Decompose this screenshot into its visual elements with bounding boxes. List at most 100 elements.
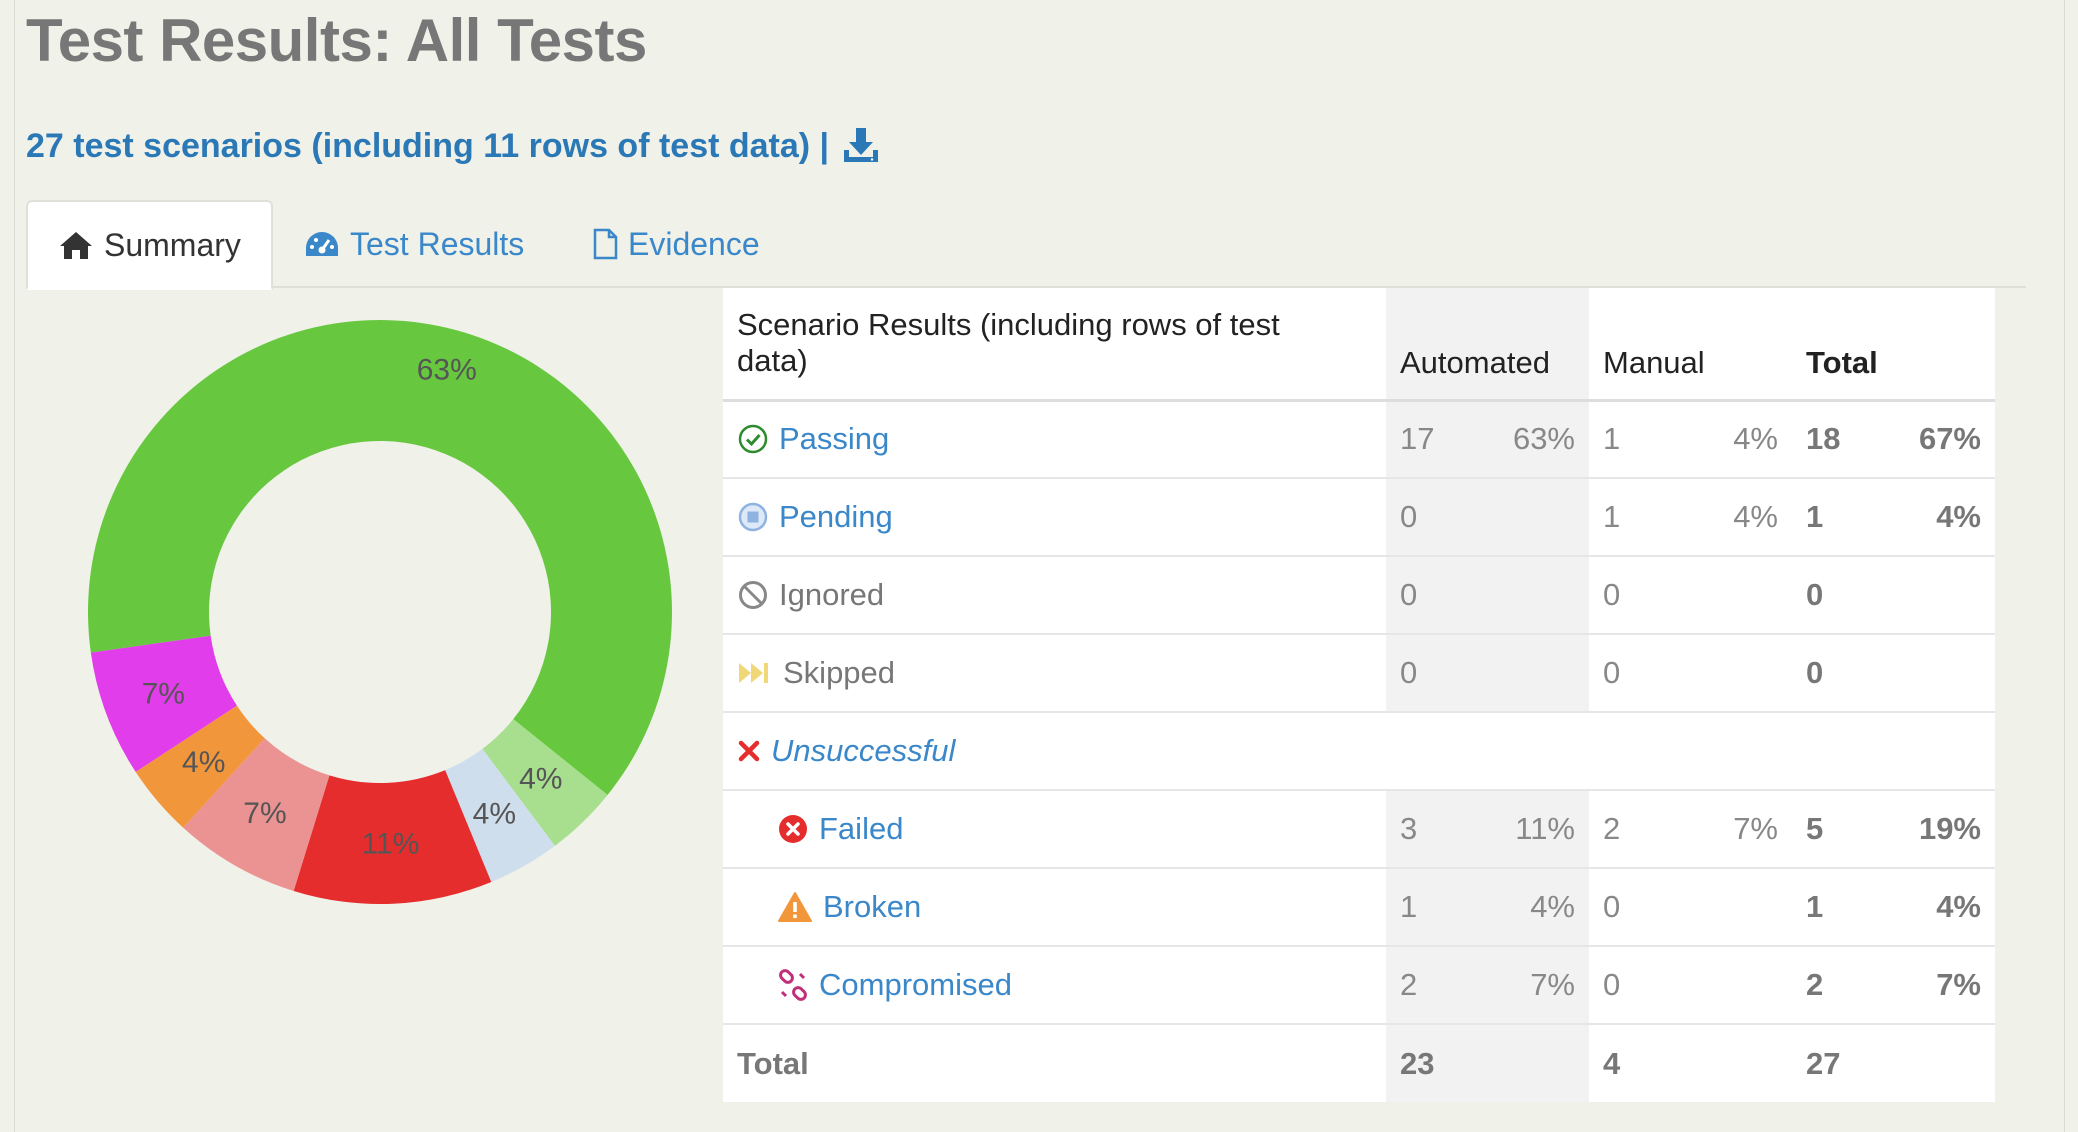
right-divider bbox=[2064, 0, 2065, 1132]
tab-summary[interactable]: Summary bbox=[26, 200, 273, 290]
failed-total-percent: 19% bbox=[1918, 811, 1981, 846]
ignored-label: Ignored bbox=[779, 577, 885, 612]
scenario-count-heading: 27 test scenarios (including 11 rows of … bbox=[26, 126, 881, 166]
scenario-count-text[interactable]: 27 test scenarios (including 11 rows of … bbox=[26, 126, 830, 165]
broken-manual-percent bbox=[1677, 868, 1792, 946]
donut-slice-label: 4% bbox=[182, 746, 225, 779]
passing-automated-percent: 63% bbox=[1474, 400, 1589, 478]
compromised-automated-count: 2 bbox=[1386, 946, 1474, 1024]
table-row-failed: Failed 3 11% 2 7% 5 19% bbox=[723, 790, 1995, 868]
donut-slice-label: 7% bbox=[142, 677, 185, 710]
ban-icon bbox=[737, 579, 769, 611]
compromised-manual-count: 0 bbox=[1603, 967, 1621, 1002]
table-row-compromised: Compromised 2 7% 0 2 7% bbox=[723, 946, 1995, 1024]
broken-manual-count: 0 bbox=[1603, 889, 1621, 924]
page-title: Test Results: All Tests bbox=[26, 7, 647, 74]
table-row-total: Total 23 4 27 bbox=[723, 1024, 1995, 1102]
skipped-total-count: 0 bbox=[1806, 655, 1824, 690]
pending-automated-percent bbox=[1474, 478, 1589, 556]
broken-total-count: 1 bbox=[1806, 889, 1824, 924]
donut-slice[interactable] bbox=[135, 705, 265, 828]
results-donut-chart: 63% 4% 4% 11% 7% 4% 7% bbox=[80, 312, 680, 912]
skipped-manual-percent bbox=[1677, 634, 1792, 712]
pending-automated-count: 0 bbox=[1386, 478, 1474, 556]
broken-link-icon bbox=[777, 969, 809, 1001]
pending-total-percent: 4% bbox=[1936, 499, 1981, 534]
compromised-total-percent: 7% bbox=[1936, 967, 1981, 1002]
skipped-manual-count: 0 bbox=[1603, 655, 1621, 690]
passing-automated-count: 17 bbox=[1386, 400, 1474, 478]
compromised-link[interactable]: Compromised bbox=[819, 967, 1012, 1002]
ignored-manual-count: 0 bbox=[1603, 577, 1621, 612]
skipped-label: Skipped bbox=[783, 655, 896, 690]
donut-slice[interactable] bbox=[90, 635, 237, 772]
total-label: Total bbox=[737, 1045, 809, 1081]
ignored-automated-percent bbox=[1474, 556, 1589, 634]
header-automated: Automated bbox=[1386, 288, 1589, 400]
table-row-ignored: Ignored 0 0 0 bbox=[723, 556, 1995, 634]
ignored-total-count: 0 bbox=[1806, 577, 1824, 612]
table-row-broken: Broken 1 4% 0 1 4% bbox=[723, 868, 1995, 946]
donut-slice[interactable] bbox=[88, 320, 672, 795]
failed-automated-count: 3 bbox=[1386, 790, 1474, 868]
left-divider bbox=[14, 0, 15, 1132]
pending-total-count: 1 bbox=[1806, 499, 1824, 534]
table-header-row: Scenario Results (including rows of test… bbox=[723, 288, 1995, 400]
header-scenario-results: Scenario Results (including rows of test… bbox=[737, 307, 1280, 379]
donut-slice-label: 4% bbox=[473, 797, 516, 830]
table-row-passing: Passing 17 63% 1 4% 18 67% bbox=[723, 400, 1995, 478]
failed-manual-percent: 7% bbox=[1733, 811, 1778, 846]
skipped-automated-count: 0 bbox=[1386, 634, 1474, 712]
table-row-pending: Pending 0 1 4% 1 4% bbox=[723, 478, 1995, 556]
tab-evidence-label: Evidence bbox=[628, 225, 760, 262]
compromised-automated-percent: 7% bbox=[1474, 946, 1589, 1024]
dashboard-icon bbox=[304, 228, 340, 260]
skipped-total-percent bbox=[1880, 634, 1995, 712]
broken-automated-percent: 4% bbox=[1474, 868, 1589, 946]
broken-link[interactable]: Broken bbox=[823, 889, 922, 924]
download-icon[interactable] bbox=[841, 126, 881, 166]
check-circle-icon bbox=[737, 423, 769, 455]
fast-forward-icon bbox=[737, 657, 773, 689]
table-row-unsuccessful: Unsuccessful bbox=[723, 712, 1995, 790]
tab-bar: Summary Test Results bbox=[26, 200, 2026, 290]
total-total-count: 27 bbox=[1806, 1045, 1841, 1081]
donut-slice[interactable] bbox=[482, 719, 608, 846]
donut-slice-label: 4% bbox=[519, 763, 562, 796]
unsuccessful-link[interactable]: Unsuccessful bbox=[771, 733, 956, 768]
passing-manual-count: 1 bbox=[1603, 421, 1621, 457]
x-mark-icon bbox=[737, 739, 761, 763]
compromised-manual-percent bbox=[1677, 946, 1792, 1024]
passing-link[interactable]: Passing bbox=[779, 421, 890, 457]
pending-link[interactable]: Pending bbox=[779, 499, 893, 534]
passing-manual-percent: 4% bbox=[1733, 421, 1778, 457]
broken-automated-count: 1 bbox=[1386, 868, 1474, 946]
ignored-total-percent bbox=[1880, 556, 1995, 634]
scenario-results-table: Scenario Results (including rows of test… bbox=[723, 288, 1995, 1102]
total-manual-count: 4 bbox=[1603, 1045, 1621, 1081]
pending-manual-count: 1 bbox=[1603, 499, 1621, 534]
failed-link[interactable]: Failed bbox=[819, 811, 904, 846]
header-total: Total bbox=[1806, 345, 1878, 381]
home-icon bbox=[58, 229, 94, 261]
donut-slice[interactable] bbox=[445, 748, 555, 882]
failed-manual-count: 2 bbox=[1603, 811, 1621, 846]
skipped-automated-percent bbox=[1474, 634, 1589, 712]
warning-icon bbox=[777, 891, 813, 923]
tab-test-results-label: Test Results bbox=[350, 225, 525, 262]
tab-summary-label: Summary bbox=[104, 226, 241, 263]
table-row-skipped: Skipped 0 0 0 bbox=[723, 634, 1995, 712]
failed-automated-percent: 11% bbox=[1474, 790, 1589, 868]
compromised-total-count: 2 bbox=[1806, 967, 1824, 1002]
donut-slice[interactable] bbox=[293, 770, 492, 904]
donut-slice[interactable] bbox=[183, 738, 330, 891]
passing-total-count: 18 bbox=[1806, 421, 1841, 457]
header-manual: Manual bbox=[1603, 345, 1705, 381]
failed-circle-icon bbox=[777, 813, 809, 845]
tab-evidence[interactable]: Evidence bbox=[592, 200, 760, 288]
pending-manual-percent: 4% bbox=[1733, 499, 1778, 534]
ignored-automated-count: 0 bbox=[1386, 556, 1474, 634]
tab-test-results[interactable]: Test Results bbox=[304, 200, 524, 288]
donut-slice-label: 7% bbox=[243, 797, 286, 830]
